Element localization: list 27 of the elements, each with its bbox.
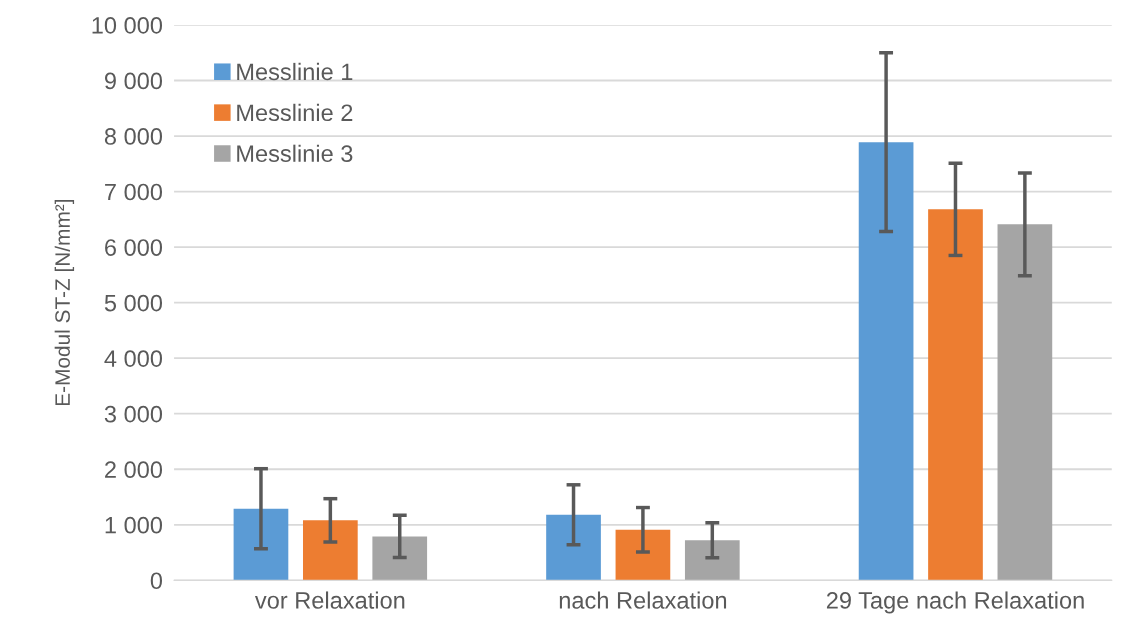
y-tick-label: 7 000 bbox=[105, 183, 163, 201]
bar bbox=[546, 514, 601, 581]
bar bbox=[303, 520, 358, 581]
y-tick-label: 3 000 bbox=[104, 405, 163, 423]
x-tick-label: vor Relaxation bbox=[254, 591, 405, 609]
y-tick-label: 5 000 bbox=[104, 294, 163, 312]
bar bbox=[233, 508, 289, 581]
legend-label: Messlinie 3 bbox=[237, 144, 353, 163]
x-tick-label: 29 Tage nach Relaxation bbox=[826, 591, 1084, 614]
bar bbox=[928, 209, 983, 581]
y-tick-label: 8 000 bbox=[104, 128, 163, 145]
y-tick-label: 6 000 bbox=[105, 239, 163, 256]
bar bbox=[684, 540, 740, 581]
x-tick-label: nach Relaxation bbox=[559, 591, 727, 609]
y-tick-label: 1 000 bbox=[105, 516, 163, 534]
y-tick-label: 2 000 bbox=[105, 461, 163, 479]
legend-label: Messlinie 2 bbox=[237, 103, 353, 122]
y-tick-label: 10 000 bbox=[92, 17, 163, 34]
y-tick-label: 9 000 bbox=[104, 72, 163, 90]
y-axis-title: E-Modul ST-Z [N/mm²] bbox=[54, 199, 75, 406]
bar bbox=[372, 536, 428, 581]
bar bbox=[997, 224, 1053, 581]
y-tick-label: 0 bbox=[150, 572, 163, 590]
y-tick-label: 4 000 bbox=[104, 350, 163, 367]
bar bbox=[615, 529, 671, 581]
legend-label: Messlinie 1 bbox=[237, 62, 353, 81]
bar bbox=[858, 142, 914, 581]
